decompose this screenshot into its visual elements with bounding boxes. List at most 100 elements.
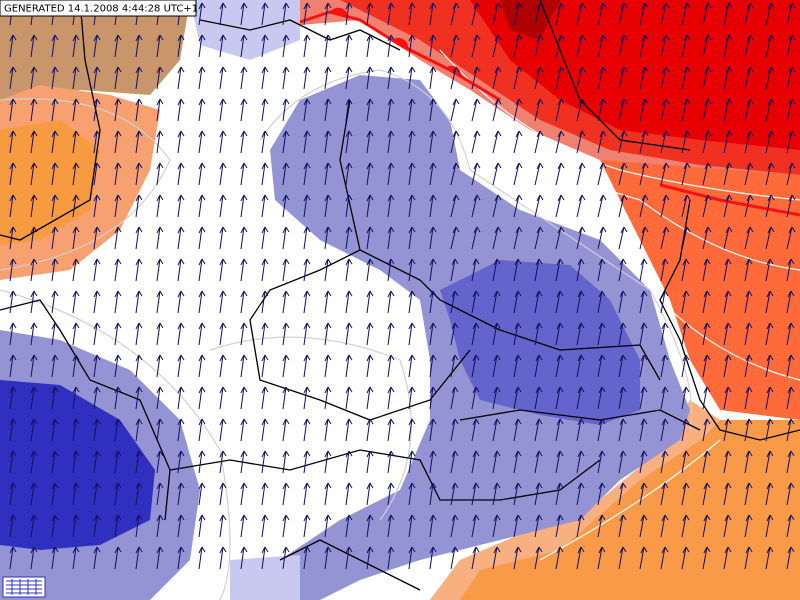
- wind-arrow: [639, 418, 648, 442]
- wind-arrow: [387, 354, 395, 378]
- wind-arrow: [135, 258, 143, 282]
- contour: [659, 299, 800, 381]
- wind-arrow: [9, 258, 17, 282]
- wind-arrow: [534, 322, 543, 346]
- wind-arrow: [198, 322, 206, 346]
- wind-arrow: [492, 546, 501, 570]
- wind-arrow: [198, 450, 206, 474]
- wind-arrow: [786, 546, 795, 570]
- wind-arrow: [639, 66, 649, 90]
- wind-arrow: [492, 354, 501, 378]
- wind-arrow: [51, 130, 59, 154]
- wind-arrow: [303, 162, 311, 186]
- wind-arrow: [639, 354, 648, 378]
- wind-arrow: [576, 98, 586, 122]
- wind-arrow: [219, 34, 227, 58]
- wind-arrow: [597, 258, 606, 282]
- wind-arrow: [177, 66, 185, 90]
- wind-arrow: [492, 2, 502, 26]
- wind-arrow: [93, 194, 101, 218]
- wind-arrow: [618, 194, 628, 218]
- wind-arrow: [618, 226, 628, 250]
- wind-arrow: [324, 290, 332, 314]
- wind-arrow: [786, 162, 796, 186]
- wind-arrow: [240, 386, 248, 410]
- wind-arrow: [408, 194, 416, 218]
- wind-arrow: [765, 2, 775, 26]
- wind-arrow: [51, 98, 59, 122]
- wind-arrow: [261, 194, 269, 218]
- wind-arrow: [765, 258, 774, 282]
- wind-arrow: [282, 418, 290, 442]
- wind-arrow: [765, 162, 775, 186]
- wind-arrow: [219, 450, 227, 474]
- wind-arrow: [513, 290, 522, 314]
- wind-arrow: [513, 450, 522, 474]
- wind-arrow: [114, 226, 122, 250]
- wind-arrow: [219, 194, 227, 218]
- wind-arrow: [618, 354, 627, 378]
- wind-arrow: [51, 194, 59, 218]
- wind-arrow: [303, 450, 311, 474]
- warm-front: [659, 183, 800, 217]
- wind-arrow: [723, 258, 732, 282]
- wind-arrow: [513, 2, 523, 26]
- wind-arrow: [366, 514, 374, 538]
- wind-arrow: [534, 482, 543, 506]
- wind-arrow: [534, 354, 543, 378]
- wind-arrow: [72, 34, 80, 58]
- wind-arrow: [324, 258, 332, 282]
- wind-arrow: [345, 162, 353, 186]
- wind-arrow: [471, 130, 481, 154]
- wind-arrow: [282, 66, 290, 90]
- wind-arrow: [597, 514, 606, 538]
- wind-arrow: [219, 322, 227, 346]
- wind-arrow: [450, 194, 460, 218]
- contour: [0, 98, 171, 271]
- wind-arrow: [303, 514, 311, 538]
- wind-arrow: [177, 258, 185, 282]
- wind-arrow: [198, 546, 206, 570]
- wind-arrow: [555, 130, 565, 154]
- wind-arrow: [534, 66, 544, 90]
- wind-arrow: [366, 34, 374, 58]
- wind-arrow: [765, 194, 775, 218]
- wind-arrow: [135, 194, 143, 218]
- wind-arrow: [198, 482, 206, 506]
- wind-arrow: [156, 290, 164, 314]
- wind-arrow: [324, 418, 332, 442]
- wind-arrow: [702, 450, 711, 474]
- wind-arrow: [408, 66, 416, 90]
- wind-arrow: [702, 514, 711, 538]
- wind-arrow: [72, 66, 80, 90]
- wind-arrow: [471, 66, 481, 90]
- wind-arrow: [198, 34, 206, 58]
- wind-arrow: [660, 98, 670, 122]
- wind-arrow: [597, 322, 606, 346]
- wind-arrow: [408, 34, 416, 58]
- wind-arrow: [387, 386, 395, 410]
- wind-arrow: [261, 450, 269, 474]
- wind-arrow: [618, 322, 627, 346]
- wind-arrow: [786, 290, 795, 314]
- wind-arrow: [513, 418, 522, 442]
- wind-arrow: [30, 194, 38, 218]
- wind-arrow: [135, 482, 143, 506]
- wind-arrow: [51, 354, 59, 378]
- wind-arrow: [30, 450, 38, 474]
- wind-arrow: [261, 322, 269, 346]
- border: [539, 0, 691, 151]
- wind-arrow: [51, 418, 59, 442]
- wind-arrow: [723, 418, 732, 442]
- wind-arrow: [135, 418, 143, 442]
- wind-arrow: [72, 482, 80, 506]
- wind-arrow: [324, 226, 332, 250]
- wind-arrow: [681, 66, 691, 90]
- contour: [209, 336, 412, 521]
- wind-arrow: [576, 354, 585, 378]
- wind-arrow: [513, 130, 523, 154]
- wind-arrow: [114, 194, 122, 218]
- wind-arrow: [240, 450, 248, 474]
- wind-arrow: [219, 354, 227, 378]
- wind-arrow: [471, 322, 480, 346]
